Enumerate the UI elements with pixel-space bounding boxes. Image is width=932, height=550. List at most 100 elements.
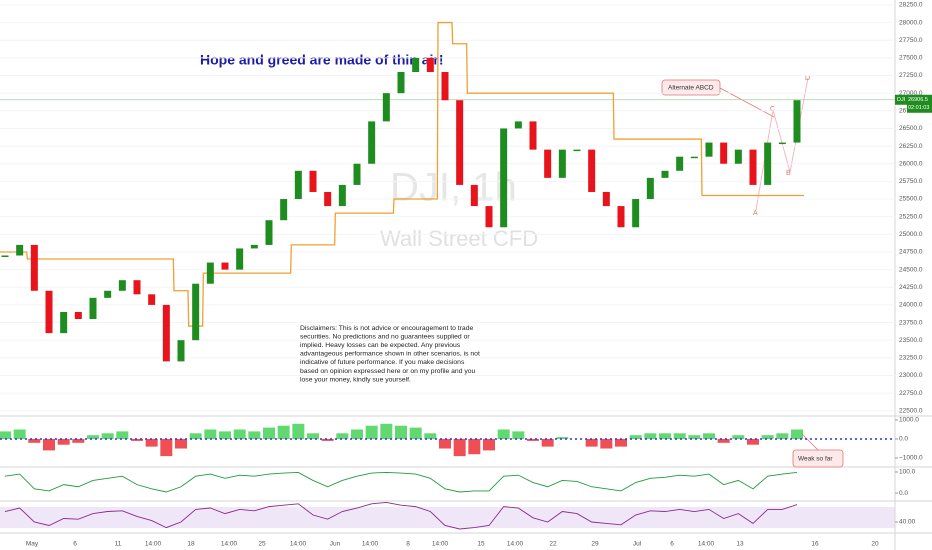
- candle: [45, 290, 53, 334]
- y-tick-label: 0.0: [899, 490, 908, 497]
- histogram-bar: [512, 431, 525, 440]
- candle: [734, 149, 742, 164]
- histogram-bar: [761, 435, 774, 440]
- stop-line: [0, 21, 804, 327]
- price-tag-text: 26906.5: [908, 97, 928, 103]
- candle: [632, 199, 640, 228]
- x-tick-label: 14:00: [145, 541, 162, 548]
- histogram-bar: [131, 439, 143, 441]
- x-tick-label: 11: [115, 541, 122, 548]
- candle: [485, 206, 493, 228]
- x-tick-label: 6: [73, 541, 77, 548]
- y-tick-label: 25750.0: [899, 178, 923, 185]
- y-tick-label: 24000.0: [899, 302, 923, 309]
- x-tick-label: 29: [591, 541, 599, 548]
- histogram-bar: [321, 439, 334, 441]
- y-tick-label: 1000.0: [899, 417, 919, 424]
- candle: [558, 149, 566, 178]
- x-tick-label: 14:00: [432, 541, 449, 548]
- symbol-tag: [895, 94, 907, 105]
- x-tick-label: Jul: [633, 541, 642, 548]
- histogram-bar: [483, 439, 495, 451]
- candle: [118, 280, 126, 291]
- y-tick-label: 27500.0: [899, 55, 923, 62]
- disclaimer-line: implied. Heavy losses can be expected. A…: [300, 342, 461, 349]
- x-tick-label: 16: [811, 541, 819, 548]
- candle: [30, 244, 38, 291]
- histogram-bar: [175, 439, 187, 449]
- histogram-bar: [732, 435, 745, 440]
- point-label: D: [805, 75, 810, 82]
- candle: [602, 191, 610, 207]
- histogram-bar: [233, 429, 246, 440]
- y-tick-label: 24500.0: [899, 266, 923, 273]
- y-tick-label: 23750.0: [899, 319, 923, 326]
- point-label: C: [770, 106, 775, 113]
- callout-box: [661, 79, 721, 96]
- disclaimer-line: securities. No predictions and no guaran…: [300, 333, 470, 340]
- histogram-bar: [497, 429, 510, 440]
- histogram-bar: [145, 439, 158, 447]
- price-tag: [907, 94, 932, 113]
- y-tick-label: 26250.0: [899, 143, 923, 150]
- histogram-bar: [439, 439, 451, 449]
- indicator-line: [4, 471, 798, 493]
- candle: [133, 280, 141, 295]
- candle: [646, 177, 654, 200]
- histogram-bar: [87, 435, 99, 440]
- x-tick-label: 14:00: [362, 541, 379, 548]
- candle: [177, 340, 185, 362]
- histogram-bar: [688, 435, 701, 440]
- candle: [89, 297, 97, 320]
- histogram-bar: [541, 439, 554, 447]
- candle: [412, 57, 420, 72]
- candle: [676, 156, 684, 171]
- histogram-bar: [248, 431, 261, 440]
- histogram-bar: [307, 433, 319, 440]
- histogram-bar: [600, 439, 613, 449]
- histogram-bar: [659, 433, 671, 440]
- histogram-bar: [116, 431, 129, 440]
- disclaimer-line: advantageous performance shown in other …: [300, 351, 480, 358]
- histogram-bar: [409, 427, 422, 440]
- candle: [104, 290, 112, 298]
- point-label: A: [753, 210, 758, 217]
- x-tick-label: 22: [549, 541, 557, 548]
- y-tick-label: 23500.0: [899, 337, 923, 344]
- symbol-tag-text: DJI: [897, 97, 906, 103]
- histogram-bar: [703, 433, 715, 440]
- candle: [324, 191, 332, 207]
- candle: [749, 149, 757, 185]
- candle: [250, 244, 258, 249]
- histogram-bar: [585, 439, 598, 447]
- y-tick-label: 28250.0: [899, 2, 923, 9]
- histogram-bar: [424, 433, 437, 440]
- candle: [514, 121, 522, 129]
- histogram-bar: [277, 425, 290, 440]
- candle: [720, 142, 728, 164]
- candle: [661, 170, 669, 178]
- y-tick-label: −1000.0: [899, 455, 923, 462]
- histogram-bar: [556, 437, 569, 440]
- candle: [265, 220, 273, 245]
- y-tick-label: 26000.0: [899, 160, 923, 167]
- histogram-bar: [28, 439, 41, 443]
- x-tick-label: 25: [258, 541, 266, 548]
- histogram-bar: [43, 439, 55, 451]
- histogram-bar: [204, 429, 217, 440]
- candle: [162, 304, 170, 362]
- histogram-bar: [380, 423, 393, 440]
- y-tick-label: 28000.0: [899, 19, 923, 26]
- histogram-bar: [468, 439, 481, 455]
- callout-text: Weak so far: [798, 456, 833, 463]
- histogram-bar: [365, 425, 378, 440]
- candle: [294, 170, 302, 200]
- watermark: DJI, 1h: [390, 166, 517, 210]
- candle: [764, 142, 772, 185]
- candle: [280, 199, 288, 221]
- x-tick-label: Jun: [330, 541, 341, 548]
- y-tick-label: 25250.0: [899, 213, 923, 220]
- histogram-bar: [791, 429, 803, 440]
- callout-text: Alternate ABCD: [668, 85, 714, 92]
